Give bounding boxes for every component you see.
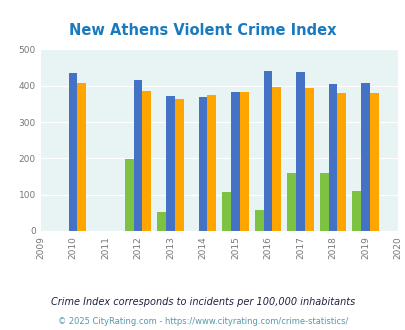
Bar xyxy=(207,95,215,231)
Bar xyxy=(360,82,369,231)
Bar xyxy=(254,210,263,231)
Bar xyxy=(287,173,295,231)
Bar xyxy=(198,97,207,231)
Bar xyxy=(295,72,304,231)
Bar xyxy=(337,93,345,231)
Bar xyxy=(222,192,230,231)
Bar xyxy=(304,88,313,231)
Bar xyxy=(157,212,166,231)
Bar xyxy=(369,93,377,231)
Bar xyxy=(319,173,328,231)
Bar xyxy=(142,90,151,231)
Bar xyxy=(166,96,175,231)
Bar xyxy=(125,159,133,231)
Bar xyxy=(328,84,337,231)
Text: © 2025 CityRating.com - https://www.cityrating.com/crime-statistics/: © 2025 CityRating.com - https://www.city… xyxy=(58,317,347,326)
Bar xyxy=(230,92,239,231)
Bar xyxy=(68,73,77,231)
Bar xyxy=(133,80,142,231)
Bar xyxy=(77,83,86,231)
Bar xyxy=(175,98,183,231)
Text: Crime Index corresponds to incidents per 100,000 inhabitants: Crime Index corresponds to incidents per… xyxy=(51,297,354,307)
Bar xyxy=(272,87,280,231)
Bar xyxy=(352,191,360,231)
Bar xyxy=(239,92,248,231)
Bar xyxy=(263,71,272,231)
Text: New Athens Violent Crime Index: New Athens Violent Crime Index xyxy=(69,23,336,38)
